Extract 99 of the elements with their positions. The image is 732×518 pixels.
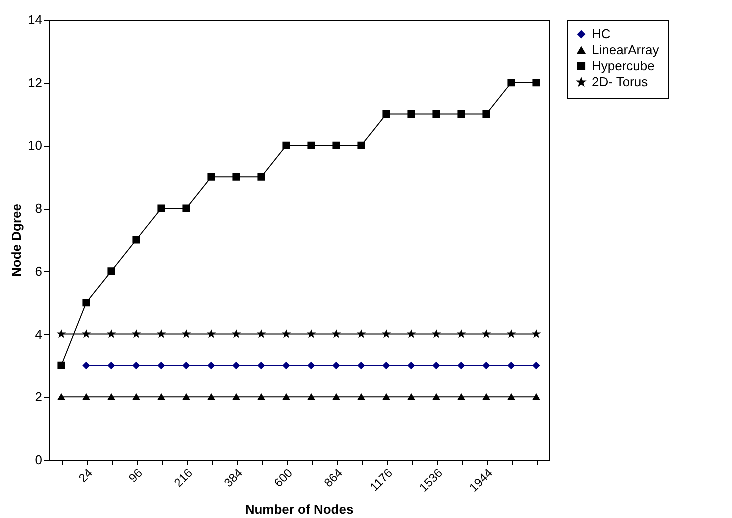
- point: [508, 362, 516, 370]
- point: [382, 394, 390, 400]
- point: [332, 362, 340, 370]
- y-tick-label: 10: [28, 138, 42, 154]
- legend-label: Hypercube: [592, 58, 655, 74]
- x-tick-label: 600: [271, 466, 296, 490]
- point: [308, 394, 316, 400]
- point: [458, 394, 466, 400]
- point: [58, 330, 66, 338]
- point: [432, 330, 440, 338]
- point: [408, 394, 416, 400]
- point: [432, 362, 440, 370]
- point: [132, 330, 140, 338]
- y-tick-label: 12: [28, 75, 42, 90]
- point: [482, 330, 490, 338]
- x-tick-label: 384: [221, 466, 246, 490]
- point: [108, 394, 116, 400]
- legend-label: LinearArray: [592, 42, 660, 58]
- point: [258, 173, 266, 181]
- point: [158, 330, 166, 338]
- point: [532, 79, 540, 87]
- point: [358, 394, 366, 400]
- y-tick-label: 6: [35, 264, 42, 279]
- point: [258, 362, 266, 370]
- point: [258, 330, 266, 338]
- y-tick-label: 14: [28, 12, 42, 28]
- point: [358, 330, 366, 338]
- point: [358, 142, 366, 150]
- x-tick-label: 216: [171, 466, 196, 490]
- point: [382, 362, 390, 370]
- point: [82, 299, 90, 307]
- point: [108, 330, 116, 338]
- point: [308, 142, 316, 150]
- point: [232, 173, 240, 181]
- point: [458, 362, 466, 370]
- point: [532, 330, 540, 338]
- point: [382, 110, 390, 118]
- point: [132, 236, 140, 244]
- point: [482, 362, 490, 370]
- point: [282, 362, 290, 370]
- point: [332, 142, 340, 150]
- point: [408, 330, 416, 338]
- point: [332, 330, 340, 338]
- point: [208, 362, 216, 370]
- point: [182, 362, 190, 370]
- point: [308, 362, 316, 370]
- point: [482, 110, 490, 118]
- point: [232, 362, 240, 370]
- y-tick-label: 8: [35, 201, 42, 216]
- x-tick-label: 864: [321, 466, 346, 490]
- point: [258, 394, 266, 400]
- point: [82, 330, 90, 338]
- point: [208, 330, 216, 338]
- point: [482, 394, 490, 400]
- y-tick-label: 4: [35, 326, 42, 342]
- point: [182, 394, 190, 400]
- point: [532, 394, 540, 400]
- point: [382, 330, 390, 338]
- x-tick-label: 96: [126, 466, 146, 486]
- point: [408, 110, 416, 118]
- point: [208, 173, 216, 181]
- point: [508, 79, 516, 87]
- point: [282, 142, 290, 150]
- point: [458, 110, 466, 118]
- y-tick-label: 0: [35, 452, 42, 468]
- point: [58, 362, 66, 370]
- point: [132, 362, 140, 370]
- point: [182, 204, 190, 212]
- point: [58, 394, 66, 400]
- point: [282, 394, 290, 400]
- point: [508, 394, 516, 400]
- point: [232, 330, 240, 338]
- y-axis-title: Node Dgree: [9, 204, 24, 277]
- point: [358, 362, 366, 370]
- point: [408, 362, 416, 370]
- point: [508, 330, 516, 338]
- point: [432, 110, 440, 118]
- point: [158, 362, 166, 370]
- point: [208, 394, 216, 400]
- x-tick-label: 24: [76, 466, 96, 486]
- y-tick-label: 2: [35, 390, 42, 405]
- point: [108, 362, 116, 370]
- point: [308, 330, 316, 338]
- point: [532, 362, 540, 370]
- point: [282, 330, 290, 338]
- point: [82, 362, 90, 370]
- point: [158, 394, 166, 400]
- point: [158, 204, 166, 212]
- point: [108, 268, 116, 276]
- x-axis-title: Number of Nodes: [245, 502, 354, 518]
- point: [432, 394, 440, 400]
- point: [82, 394, 90, 400]
- point: [232, 394, 240, 400]
- point: [458, 330, 466, 338]
- legend-label: 2D- Torus: [592, 74, 649, 90]
- point: [182, 330, 190, 338]
- legend-label: HC: [592, 26, 611, 42]
- point: [332, 394, 340, 400]
- point: [132, 394, 140, 400]
